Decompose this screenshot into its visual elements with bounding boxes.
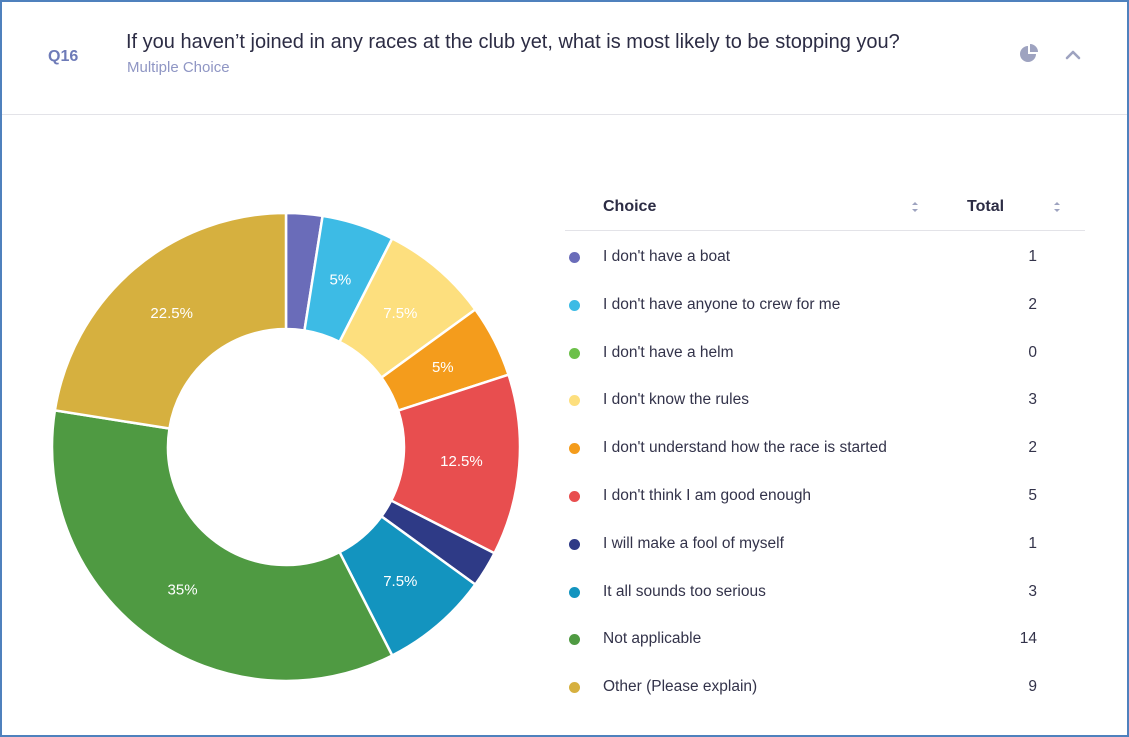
sort-icon[interactable]: [910, 199, 920, 215]
question-title: If you haven’t joined in any races at th…: [126, 31, 900, 53]
choice-label: I will make a fool of myself: [603, 534, 784, 552]
table-row: I don't have a helm 0: [565, 327, 1085, 375]
table-row: Not applicable 14: [565, 613, 1085, 661]
legend-dot: [569, 395, 580, 407]
choice-total: 1: [1028, 534, 1037, 552]
choice-label: I don't know the rules: [603, 391, 749, 409]
question-header: Q16 If you haven’t joined in any races a…: [2, 2, 1127, 115]
donut-chart: 5% 7.5% 5% 12.5% 7.5% 35% 22.5%: [50, 211, 522, 683]
table-body: I don't have a boat 1 I don't have anyone …: [565, 231, 1085, 709]
table-row: Other (Please explain) 9: [565, 661, 1085, 709]
choice-total: 3: [1028, 391, 1037, 409]
legend-dot: [569, 443, 580, 455]
slice-label: 5%: [330, 272, 352, 289]
choice-label: I don't have anyone to crew for me: [603, 295, 841, 313]
choice-label: I don't think I am good enough: [603, 486, 812, 504]
legend-dot: [569, 252, 580, 263]
table-row: I don't have anyone to crew for me 2: [565, 279, 1085, 327]
choice-label: Other (Please explain): [603, 678, 758, 696]
table-row: I don't have a boat 1: [565, 231, 1085, 279]
slice-label: 7.5%: [383, 305, 417, 322]
slice-label: 7.5%: [383, 573, 417, 590]
choice-label: I don't have a helm: [603, 343, 734, 361]
slice-label: 35%: [168, 581, 198, 598]
table-row: I don't think I am good enough 5: [565, 470, 1085, 518]
choice-total: 5: [1028, 486, 1037, 504]
choice-label: Not applicable: [603, 630, 702, 648]
choice-label: I don't understand how the race is start…: [603, 439, 887, 457]
table-row: I don't know the rules 3: [565, 374, 1085, 422]
slice-label: 5%: [432, 359, 454, 376]
question-type: Multiple Choice: [127, 59, 230, 76]
column-header-choice: Choice: [603, 198, 657, 215]
slice-label: 12.5%: [440, 453, 483, 470]
choice-total: 9: [1028, 678, 1037, 696]
sort-icon[interactable]: [1052, 199, 1062, 215]
choice-total: 14: [1019, 630, 1037, 648]
choice-label: It all sounds too serious: [603, 582, 766, 600]
choice-total: 3: [1028, 582, 1037, 600]
legend-dot: [569, 586, 580, 598]
slice-label: 22.5%: [150, 305, 193, 322]
legend-dot: [569, 299, 580, 311]
table-row: I will make a fool of myself 1: [565, 518, 1085, 566]
table-row: It all sounds too serious 3: [565, 566, 1085, 614]
legend-dot: [569, 490, 580, 502]
results-table: Choice Total I don't have a boat 1 I don't…: [565, 182, 1085, 709]
column-header-total: Total: [967, 198, 1005, 215]
choice-label: I don't have a boat: [603, 248, 731, 265]
chevron-up-icon[interactable]: [1062, 46, 1084, 64]
legend-dot: [569, 682, 580, 694]
pie-chart-icon[interactable]: [1018, 43, 1040, 65]
legend-dot: [569, 634, 580, 646]
choice-total: 2: [1028, 439, 1037, 457]
choice-total: 0: [1028, 343, 1037, 361]
legend-dot: [569, 347, 580, 359]
donut-slice[interactable]: [53, 211, 288, 430]
donut-slice[interactable]: [50, 408, 394, 683]
table-row: I don't understand how the race is start…: [565, 422, 1085, 470]
legend-dot: [569, 538, 580, 550]
table-header: Choice Total: [565, 182, 1085, 231]
question-number: Q16: [48, 48, 79, 65]
choice-total: 1: [1028, 248, 1037, 265]
choice-total: 2: [1028, 295, 1037, 313]
